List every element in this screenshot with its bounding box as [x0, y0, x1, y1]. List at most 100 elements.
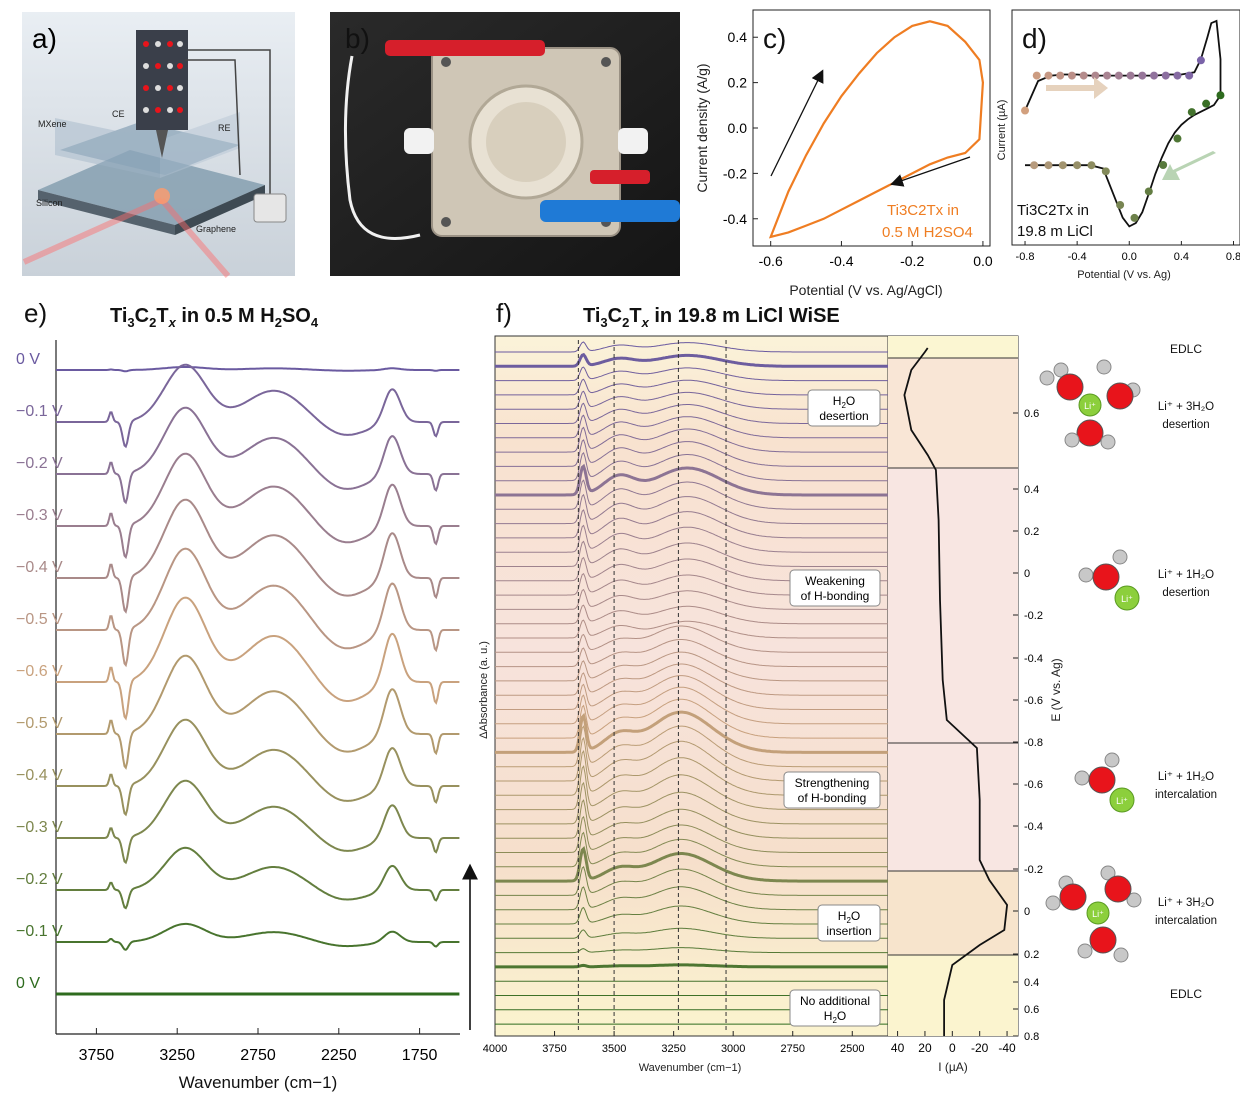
f-spectrum-line [495, 710, 888, 754]
potentiostat-box [253, 193, 287, 223]
d-reverse-dot [1159, 160, 1168, 169]
d-axes-frame [1011, 9, 1240, 246]
f-spectrum-line [495, 341, 888, 353]
f-spectrum-line [495, 846, 888, 883]
c-ytick-label: 0.0 [728, 120, 748, 136]
f-spectrum-line [495, 352, 888, 368]
f-spectrum-line [495, 625, 888, 653]
e-series-label: −0.1 V [16, 403, 63, 420]
d-reverse-dot [1187, 108, 1196, 117]
f-spectrum-line [495, 651, 888, 682]
svg-text:Li⁺: Li⁺ [1092, 909, 1104, 919]
label-ce: CE [112, 109, 125, 119]
step1-line2: desertion [1162, 419, 1209, 431]
svg-text:H2O: H2O [838, 909, 860, 925]
d-reverse-dot [1144, 187, 1153, 196]
e-spectrum-line [56, 363, 460, 449]
d-arrow-left [1162, 151, 1216, 180]
f-right-ytick-label: 0.4 [1024, 977, 1039, 989]
c-ytick-label: 0.4 [728, 29, 748, 45]
e-xlabel: Wavenumber (cm−1) [179, 1073, 338, 1092]
svg-text:Li⁺: Li⁺ [1121, 594, 1133, 604]
panel-a-letter: a) [32, 23, 57, 54]
f-right-ytick-label: -0.6 [1024, 695, 1043, 707]
d-reverse-dot [1073, 161, 1082, 170]
f-spectrum-line [495, 604, 888, 625]
e-spectrum-line [56, 366, 460, 373]
cell-wall-left [55, 118, 160, 178]
d-reverse-dot [1216, 91, 1225, 100]
f-region-intercalation3 [888, 871, 1018, 955]
f-spectra [495, 341, 888, 1025]
wire-2 [188, 49, 271, 200]
svg-text:Li⁺: Li⁺ [1116, 796, 1128, 806]
cluster-li-3h2o-desertion: Li⁺ [1039, 359, 1141, 450]
f-spectrum-line [495, 619, 888, 639]
f-spectrum-line [495, 799, 888, 839]
f-right-ytick-label: -0.4 [1024, 653, 1043, 665]
cell-window-inner [486, 102, 566, 182]
d-annotation-2: 19.8 m LiCl [1017, 223, 1093, 240]
f-annotation-strengthening: Strengthening of H-bonding [783, 771, 881, 809]
step1-line1: Li⁺ + 3H₂O [1158, 401, 1214, 413]
c-xlabel: Potential (V vs. Ag/AgCl) [789, 282, 942, 298]
d-forward-dot [1185, 71, 1194, 80]
f-right-ytick-label: -0.2 [1024, 864, 1043, 876]
f-xtick-label: 3750 [542, 1043, 566, 1055]
screw-bl [441, 217, 451, 227]
e-series-label: −0.6 V [16, 663, 63, 680]
f-title: Ti3C2Tx in 19.8 m LiCl WiSE [583, 305, 840, 330]
e-series-labels: 0 V −0.1 V −0.2 V −0.3 V −0.4 V −0.5 V −0.6 V −… [16, 351, 63, 992]
f-right-ytick-label: 0.2 [1024, 949, 1039, 961]
f-right-ytick-label: 0.6 [1024, 1004, 1039, 1016]
d-ticks: -0.8 -0.4 0.0 0.4 0.8 [1016, 241, 1240, 263]
c-arrow-up [770, 69, 824, 177]
f-region-edlc-top [888, 336, 1018, 358]
e-spectrum-line [56, 779, 460, 865]
f-spectrum-line [495, 639, 888, 668]
d-reverse-dot [1044, 161, 1053, 170]
d-ylabel: Current (µA) [996, 100, 1008, 161]
e-spectrum-line [56, 654, 460, 770]
step4-line1: Li⁺ + 3H₂O [1158, 897, 1214, 909]
d-xlabel: Potential (V vs. Ag) [1077, 269, 1171, 281]
d-dots [1021, 56, 1225, 222]
device-slab [38, 150, 265, 225]
f-ylabel: ΔAbsorbance (a. u.) [478, 641, 490, 739]
d-reverse-dot [1058, 161, 1067, 170]
svg-text:No additional: No additional [800, 994, 870, 1008]
f-right-xlabel: I (µA) [938, 1060, 968, 1074]
e-xtick-label: 2750 [240, 1047, 276, 1064]
panel-c: -0.6 -0.4 -0.2 0.0 0.4 0.2 0.0 -0.2 -0.4 c) Ti3C… [694, 9, 993, 298]
panel-c-letter: c) [763, 23, 786, 54]
f-spectrum-line [495, 698, 888, 739]
d-forward-dot [1067, 71, 1076, 80]
f-spectrum-line [495, 414, 888, 439]
e-series-label: −0.2 V [16, 455, 63, 472]
f-annotation-insertion: H2O insertion [817, 904, 881, 942]
f-spectrum-line [495, 963, 888, 969]
e-series-label: −0.5 V [16, 611, 63, 628]
f-region-desertion1 [888, 468, 1018, 743]
f-spectrum-line [495, 452, 888, 482]
f-xtick-label: 3500 [602, 1043, 626, 1055]
f-spectrum-line [495, 588, 888, 610]
c-arrow-back [890, 156, 971, 187]
f-xtick-label: 3250 [661, 1043, 685, 1055]
step2-line1: Li⁺ + 1H₂O [1158, 569, 1214, 581]
svg-text:insertion: insertion [826, 924, 871, 938]
f-spectrum-line [495, 524, 888, 553]
e-series-label: −0.1 V [16, 923, 63, 940]
d-reverse-dot [1202, 99, 1211, 108]
f-spectrum-line [495, 831, 888, 868]
f-spectrum-line [495, 479, 888, 510]
f-annotation-weakening: Weakening of H-bonding [789, 569, 881, 607]
c-axes-frame [752, 9, 991, 247]
f-right-ytick-label: 0.4 [1024, 484, 1039, 496]
f-spectrum-line [495, 781, 888, 825]
probe-tip [156, 130, 168, 158]
f-spectrum-line [495, 686, 888, 725]
panel-b-letter: b) [345, 23, 370, 54]
d-forward-dot [1079, 71, 1088, 80]
